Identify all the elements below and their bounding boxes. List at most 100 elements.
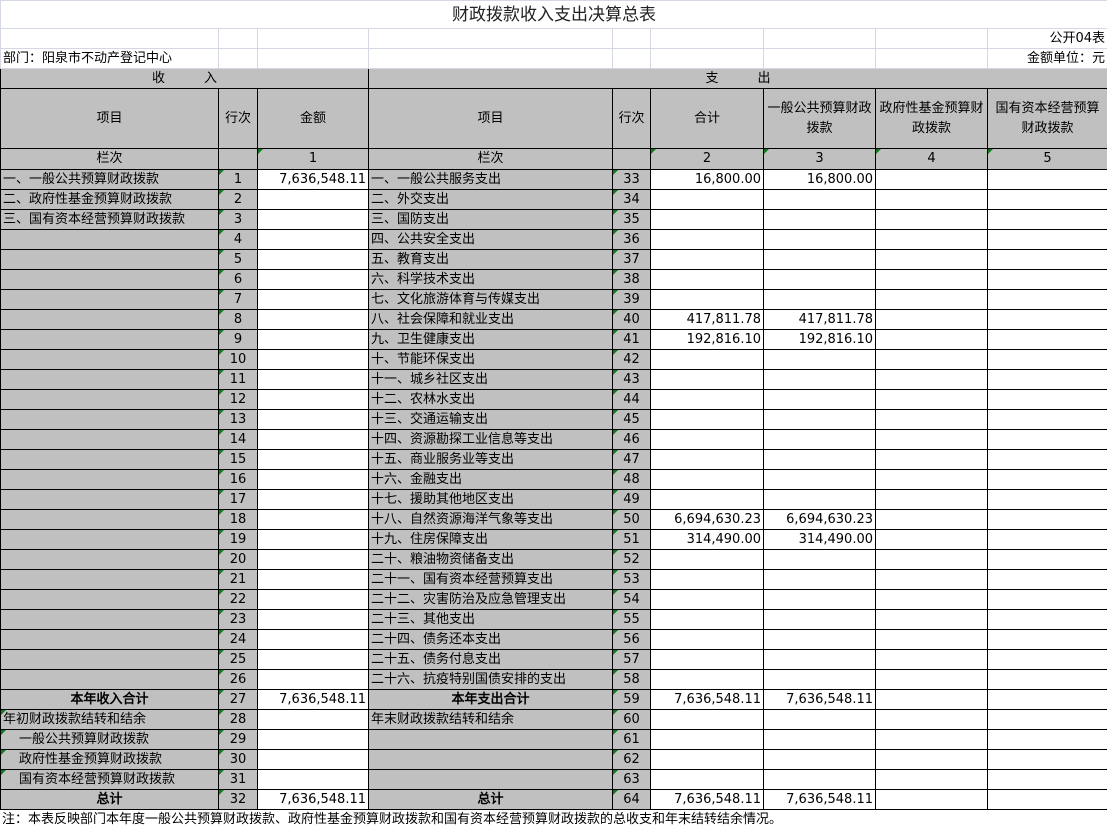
expense-item-cell: 十四、资源勘探工业信息等支出: [369, 430, 613, 450]
expense-total-cell: [651, 710, 764, 730]
gov-fund-cell: [876, 670, 988, 690]
expense-line-no-cell: 42: [613, 350, 651, 370]
income-item-cell: [1, 350, 219, 370]
state-capital-cell: [988, 790, 1107, 810]
expense-line-no-cell: 53: [613, 570, 651, 590]
expense-line-no-cell: 64: [613, 790, 651, 810]
income-amount-cell: [258, 770, 369, 790]
expense-item-cell: 二十三、其他支出: [369, 610, 613, 630]
expense-total-cell: 192,816.10: [651, 330, 764, 350]
expense-line-no-cell: 36: [613, 230, 651, 250]
col-label-left: 栏次: [1, 149, 219, 170]
expense-total-cell: [651, 750, 764, 770]
income-line-no-cell: 9: [219, 330, 258, 350]
state-capital-cell: [988, 330, 1107, 350]
income-line-no-cell: 29: [219, 730, 258, 750]
expense-total-cell: [651, 730, 764, 750]
income-item-cell: 一、一般公共预算财政拨款: [1, 170, 219, 190]
expense-line-no-cell: 59: [613, 690, 651, 710]
gov-fund-cell: [876, 410, 988, 430]
expense-line-no-cell: 63: [613, 770, 651, 790]
expense-line-no-cell: 49: [613, 490, 651, 510]
expense-item-cell: 五、教育支出: [369, 250, 613, 270]
expense-line-no-cell: 46: [613, 430, 651, 450]
income-line-no-cell: 2: [219, 190, 258, 210]
expense-item-cell: 九、卫生健康支出: [369, 330, 613, 350]
income-amount-header: 金额: [258, 89, 369, 149]
state-capital-cell: [988, 230, 1107, 250]
state-capital-cell: [988, 770, 1107, 790]
income-item-cell: [1, 570, 219, 590]
expense-total-cell: [651, 650, 764, 670]
income-amount-cell: [258, 670, 369, 690]
general-budget-cell: [764, 570, 876, 590]
income-item-cell: [1, 610, 219, 630]
income-line-no-cell: 12: [219, 390, 258, 410]
expense-item-cell: 三、国防支出: [369, 210, 613, 230]
general-budget-cell: 6,694,630.23: [764, 510, 876, 530]
state-capital-cell: [988, 730, 1107, 750]
income-line-no-cell: 26: [219, 670, 258, 690]
state-capital-cell: [988, 710, 1107, 730]
general-budget-cell: [764, 350, 876, 370]
gov-fund-cell: [876, 330, 988, 350]
general-budget-cell: [764, 670, 876, 690]
expense-total-cell: [651, 370, 764, 390]
expense-line-no-cell: 57: [613, 650, 651, 670]
expense-line-no-cell: 62: [613, 750, 651, 770]
state-capital-cell: [988, 510, 1107, 530]
expense-item-cell: 二十二、灾害防治及应急管理支出: [369, 590, 613, 610]
expense-total-cell: [651, 350, 764, 370]
gov-fund-cell: [876, 510, 988, 530]
expense-line-no-cell: 39: [613, 290, 651, 310]
income-item-cell: [1, 330, 219, 350]
general-budget-cell: [764, 730, 876, 750]
state-capital-cell: [988, 550, 1107, 570]
income-amount-cell: [258, 550, 369, 570]
expense-item-cell: 二、外交支出: [369, 190, 613, 210]
expense-total-cell: 314,490.00: [651, 530, 764, 550]
income-amount-cell: [258, 590, 369, 610]
expense-total-cell: [651, 490, 764, 510]
income-amount-cell: [258, 190, 369, 210]
general-budget-cell: [764, 210, 876, 230]
state-capital-cell: [988, 590, 1107, 610]
expense-line-no-cell: 48: [613, 470, 651, 490]
state-capital-cell: [988, 450, 1107, 470]
state-capital-cell: [988, 470, 1107, 490]
state-capital-cell: [988, 210, 1107, 230]
general-budget-cell: [764, 390, 876, 410]
income-amount-cell: [258, 270, 369, 290]
income-amount-cell: [258, 410, 369, 430]
income-amount-cell: [258, 570, 369, 590]
state-capital-cell: [988, 170, 1107, 190]
gov-fund-cell: [876, 490, 988, 510]
income-item-cell: [1, 410, 219, 430]
income-amount-cell: [258, 350, 369, 370]
income-item-cell: [1, 530, 219, 550]
gov-fund-cell: [876, 530, 988, 550]
expense-total-cell: [651, 570, 764, 590]
income-amount-cell: [258, 610, 369, 630]
expense-total-cell: [651, 230, 764, 250]
income-amount-cell: 7,636,548.11: [258, 690, 369, 710]
general-budget-cell: [764, 290, 876, 310]
income-amount-cell: [258, 510, 369, 530]
income-line-no-cell: 10: [219, 350, 258, 370]
gov-fund-cell: [876, 290, 988, 310]
income-amount-cell: [258, 650, 369, 670]
general-budget-cell: [764, 410, 876, 430]
expense-line-no-cell: 52: [613, 550, 651, 570]
expense-line-no-cell: 33: [613, 170, 651, 190]
income-line-no-cell: 16: [219, 470, 258, 490]
general-budget-cell: [764, 630, 876, 650]
income-line-no-cell: 11: [219, 370, 258, 390]
expense-total-header: 合计: [651, 89, 764, 149]
gov-fund-header: 政府性基金预算财政拨款: [876, 89, 988, 149]
general-budget-cell: [764, 770, 876, 790]
